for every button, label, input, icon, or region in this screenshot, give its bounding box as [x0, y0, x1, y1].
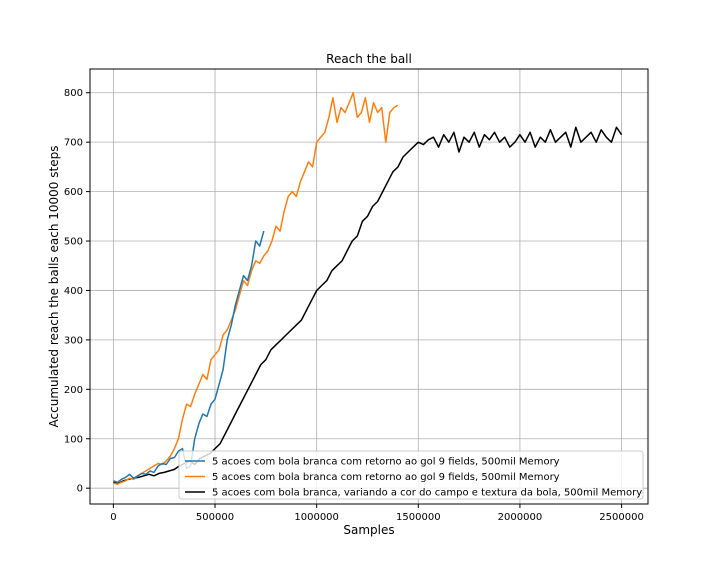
legend: 5 acoes com bola branca com retorno ao g…	[178, 450, 644, 500]
chart-title: Reach the ball	[326, 52, 412, 66]
x-tick-label: 500000	[196, 512, 234, 523]
y-tick-label: 100	[64, 434, 83, 445]
legend-label-1: 5 acoes com bola branca com retorno ao g…	[212, 472, 560, 483]
x-tick-label: 1500000	[396, 512, 441, 523]
y-tick-label: 0	[77, 484, 83, 495]
legend-label-0: 5 acoes com bola branca com retorno ao g…	[212, 457, 560, 468]
x-tick-label: 2500000	[599, 512, 644, 523]
x-tick-label: 1000000	[294, 512, 339, 523]
y-tick-label: 600	[64, 187, 83, 198]
x-axis-ticks: 0 500000 1000000 1500000 2000000 2500000	[110, 504, 644, 523]
x-axis-label: Samples	[343, 523, 394, 537]
y-tick-label: 800	[64, 88, 83, 99]
legend-box	[178, 450, 644, 500]
x-tick-label: 0	[110, 512, 116, 523]
y-tick-label: 700	[64, 138, 83, 149]
y-tick-label: 500	[64, 237, 83, 248]
y-tick-label: 300	[64, 335, 83, 346]
y-axis-ticks: 0 100 200 300 400 500 600 700 800	[64, 88, 90, 495]
legend-label-2: 5 acoes com bola branca, variando a cor …	[212, 488, 642, 499]
y-axis-label: Accumulated reach the balls each 10000 s…	[47, 146, 61, 428]
axes	[89, 68, 649, 505]
y-tick-label: 400	[64, 286, 83, 297]
x-tick-label: 2000000	[498, 512, 543, 523]
plot-frame	[89, 68, 649, 505]
y-tick-label: 200	[64, 385, 83, 396]
